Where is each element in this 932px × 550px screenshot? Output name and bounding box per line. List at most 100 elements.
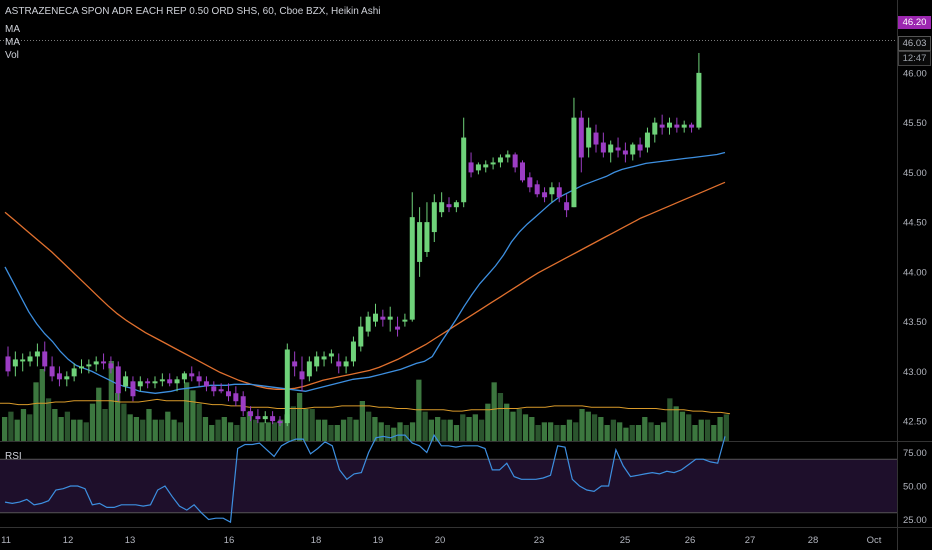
volume-bar (64, 411, 71, 441)
volume-bar (391, 427, 397, 441)
candle-body (549, 187, 555, 195)
volume-bar (485, 403, 491, 441)
candle (12, 351, 18, 377)
volume-bar (83, 422, 89, 441)
volume-bar (598, 417, 604, 441)
candle-body (167, 379, 173, 384)
candle-body (233, 393, 239, 402)
volume-bar (378, 422, 384, 441)
volume-bar (409, 422, 416, 441)
volume-bar (635, 425, 642, 441)
candle (314, 351, 320, 372)
candle (262, 411, 268, 424)
volume-bar (152, 419, 158, 441)
candle (417, 207, 423, 277)
x-tick-label: 23 (534, 535, 545, 546)
candle (101, 353, 107, 370)
volume-bar (435, 417, 441, 441)
volume-bar (284, 414, 290, 441)
volume-bar (585, 411, 591, 441)
candle-body (255, 416, 261, 420)
volume-bar (384, 425, 391, 441)
candle (71, 363, 77, 382)
volume-bar (453, 425, 460, 441)
candle-body (615, 147, 621, 151)
candle (395, 316, 401, 337)
rsi-tick-label: 50.00 (903, 482, 927, 493)
candle-body (453, 202, 459, 208)
candle-body (681, 124, 687, 128)
ma-slow-legend[interactable]: MA (5, 37, 20, 48)
volume-bar (240, 417, 246, 441)
candle (534, 180, 540, 198)
candle (292, 351, 298, 377)
y-tick-label: 46.00 (903, 68, 927, 79)
candle (137, 376, 143, 392)
volume-bar (33, 382, 39, 441)
candle (79, 359, 84, 374)
candle-body (431, 202, 437, 233)
candle-body (542, 192, 548, 198)
volume-bar (71, 419, 77, 441)
candle (240, 391, 246, 417)
volume-bar (114, 393, 121, 441)
volume-bar (14, 419, 20, 441)
candle-body (79, 366, 84, 369)
candle (380, 309, 386, 327)
candle (674, 117, 680, 133)
candle-body (556, 187, 562, 198)
volume-bar (723, 414, 729, 441)
volume-bar (359, 401, 365, 441)
candle-body (93, 361, 99, 365)
candle (652, 117, 658, 143)
volume-bar (522, 414, 529, 441)
volume-bars (2, 361, 729, 441)
candle-body (292, 361, 298, 367)
volume-bar (347, 417, 353, 441)
volume-bar (209, 425, 215, 441)
y-tick-label: 43.00 (903, 367, 927, 378)
volume-bar (253, 419, 259, 441)
candle (343, 356, 349, 374)
candle-body (586, 127, 592, 148)
volume-bar (234, 425, 240, 441)
volume-bar (428, 419, 435, 441)
candle (696, 52, 702, 130)
candle (203, 376, 209, 392)
candle-body (159, 379, 165, 382)
candle (490, 157, 496, 170)
candlesticks[interactable] (5, 52, 702, 427)
candle (556, 182, 562, 203)
volume-bar (328, 425, 334, 441)
volume-bar (516, 409, 522, 441)
candle-body (248, 411, 254, 417)
rsi-tick-label: 75.00 (903, 448, 927, 459)
candle-body (446, 204, 452, 208)
volume-bar (403, 425, 409, 441)
volume-bar (642, 417, 648, 441)
rsi-legend[interactable]: RSI (5, 451, 22, 462)
chart-title[interactable]: ASTRAZENECA SPON ADR EACH REP 0.50 ORD S… (5, 6, 381, 17)
volume-bar (177, 422, 183, 441)
volume-bar (334, 425, 340, 441)
volume-legend[interactable]: Vol (5, 50, 19, 61)
volume-bar (466, 417, 472, 441)
candle-body (299, 371, 305, 380)
candle (578, 110, 584, 173)
volume-bar (560, 425, 566, 441)
volume-ma-series (0, 398, 731, 415)
candle-body (417, 222, 423, 262)
volume-bar (196, 403, 202, 441)
candle-body (328, 353, 334, 357)
candle-body (218, 389, 224, 392)
volume-bar (510, 411, 516, 441)
candle (542, 187, 548, 203)
candle-body (395, 326, 401, 330)
candle (667, 117, 672, 135)
candle (358, 316, 364, 352)
ma-fast-legend[interactable]: MA (5, 24, 20, 35)
x-tick-label: 28 (808, 535, 819, 546)
candle-body (336, 361, 342, 367)
candle (468, 152, 474, 178)
